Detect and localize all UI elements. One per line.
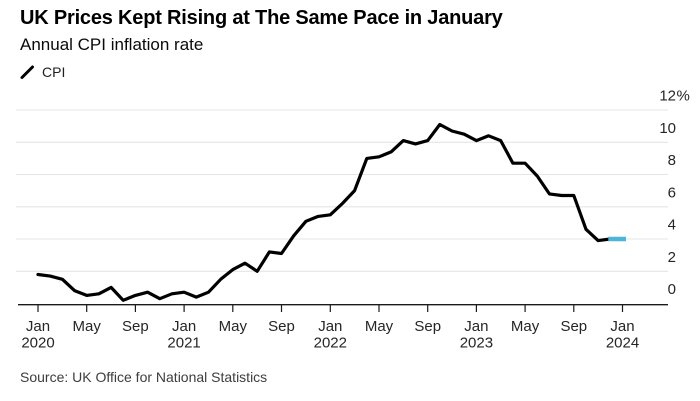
y-axis-label: 2 — [668, 249, 676, 266]
x-axis-month-label: May — [73, 318, 102, 335]
x-axis-year-label: 2023 — [460, 335, 493, 352]
x-axis-month-label: May — [219, 318, 248, 335]
legend-label: CPI — [42, 64, 66, 80]
x-axis-month-label: Sep — [560, 318, 587, 335]
cpi-line — [36, 122, 625, 302]
y-axis-label: 0 — [668, 281, 676, 298]
x-axis-year-label: 2022 — [314, 335, 347, 352]
y-axis-unit-label: % — [677, 88, 690, 105]
x-axis-month-label: Jan — [26, 318, 50, 335]
y-axis-label: 8 — [668, 152, 676, 169]
x-axis-year-label: 2021 — [167, 335, 200, 352]
legend: CPI — [20, 64, 65, 80]
x-axis-month-label: Jan — [610, 318, 634, 335]
x-axis-month-label: Sep — [414, 318, 441, 335]
x-axis-month-label: May — [365, 318, 394, 335]
x-axis-month-label: Jan — [464, 318, 488, 335]
cpi-line-legend-icon — [20, 65, 34, 79]
x-axis-month-label: Sep — [122, 318, 149, 335]
chart-title: UK Prices Kept Rising at The Same Pace i… — [20, 7, 503, 29]
y-axis-label: 10 — [659, 120, 676, 137]
x-axis-month-label: May — [511, 318, 540, 335]
y-axis-label: 4 — [668, 217, 676, 234]
y-axis-label: 12 — [659, 88, 676, 105]
x-axis-month-label: Jan — [172, 318, 196, 335]
chart-subtitle: Annual CPI inflation rate — [20, 35, 204, 54]
y-axis-label: 6 — [668, 184, 676, 201]
x-axis-year-label: 2020 — [21, 335, 54, 352]
x-axis-year-label: 2024 — [606, 335, 639, 352]
x-axis-month-label: Jan — [318, 318, 342, 335]
x-axis-month-label: Sep — [268, 318, 295, 335]
source-note: Source: UK Office for National Statistic… — [20, 369, 268, 385]
